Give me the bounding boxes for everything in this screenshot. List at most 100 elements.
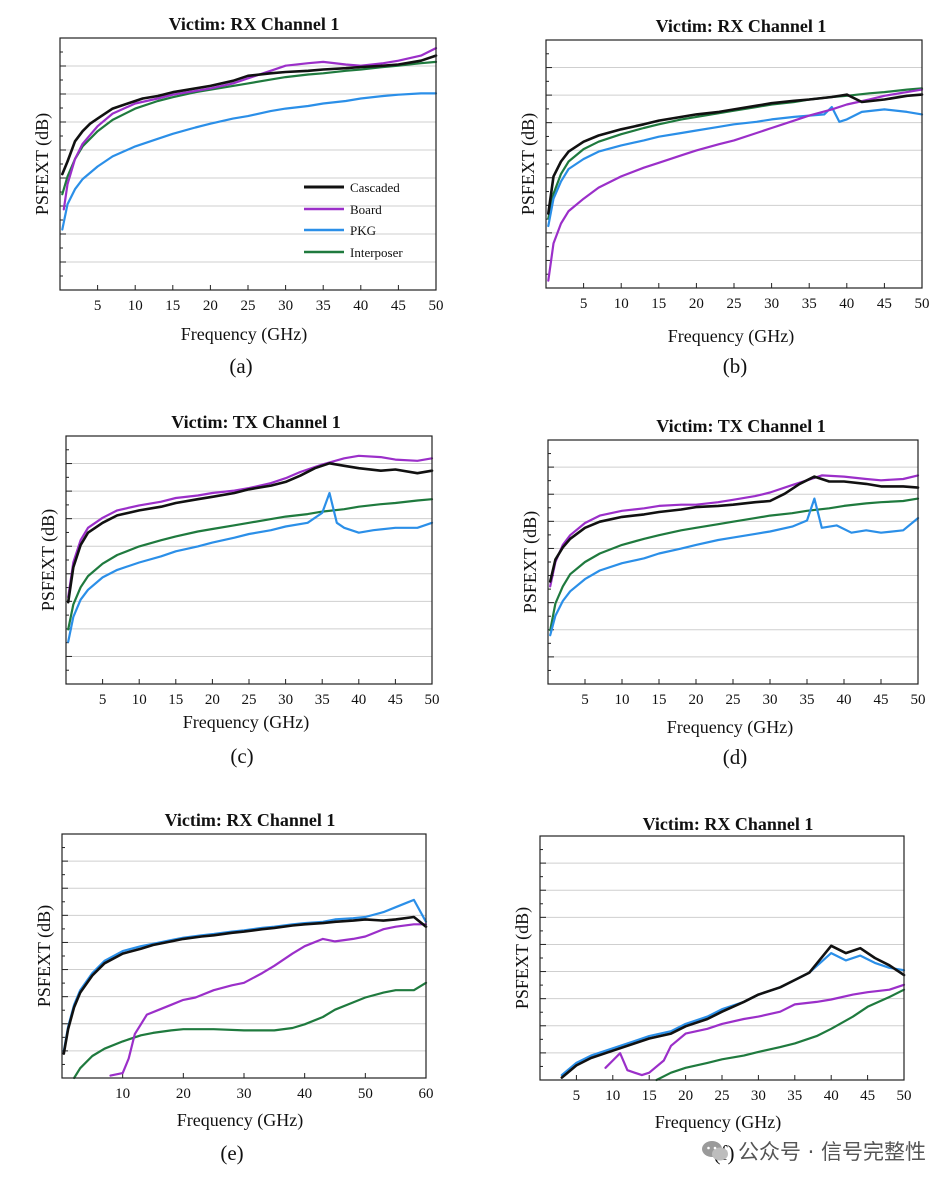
x-tick-label: 35 bbox=[315, 692, 330, 708]
x-tick-label: 45 bbox=[877, 296, 892, 312]
x-tick-label: 20 bbox=[176, 1086, 191, 1102]
plot-area bbox=[62, 834, 426, 1078]
x-tick-label: 45 bbox=[388, 692, 403, 708]
series-line-pkg bbox=[547, 105, 924, 228]
x-tick-label: 5 bbox=[573, 1088, 581, 1104]
x-tick-label: 50 bbox=[358, 1086, 373, 1102]
x-tick-label: 30 bbox=[763, 692, 778, 708]
panel-f: Victim: RX Channel 1 5 10 15 20 25 30 35 40 45 50… bbox=[512, 814, 912, 1165]
series-line-pkg bbox=[61, 92, 438, 231]
x-tick-label: 35 bbox=[800, 692, 815, 708]
series-line-board bbox=[604, 983, 906, 1077]
x-tick-label: 30 bbox=[278, 298, 293, 314]
x-tick-label: 45 bbox=[391, 298, 406, 314]
x-tick-label: 20 bbox=[689, 296, 704, 312]
x-tick-label: 35 bbox=[787, 1088, 802, 1104]
series-line-cascaded bbox=[60, 54, 438, 176]
series-line-interposer bbox=[67, 498, 434, 631]
x-tick-label: 10 bbox=[128, 298, 143, 314]
x-tick-label: 20 bbox=[689, 692, 704, 708]
y-axis-label: PSFEXT (dB) bbox=[518, 113, 539, 215]
x-tick-label: 20 bbox=[203, 298, 218, 314]
x-tick-label: 40 bbox=[824, 1088, 839, 1104]
legend-label-cascaded: Cascaded bbox=[350, 180, 400, 195]
series-line-interposer bbox=[549, 497, 920, 632]
x-axis-label: Frequency (GHz) bbox=[668, 326, 794, 347]
subfigure-label: (a) bbox=[229, 354, 252, 378]
plot-area bbox=[548, 440, 918, 684]
x-tick-label: 15 bbox=[165, 298, 180, 314]
plot-frame bbox=[59, 37, 437, 291]
legend-label-pkg: PKG bbox=[350, 223, 376, 238]
x-tick-label: 30 bbox=[278, 692, 293, 708]
legend-label-board: Board bbox=[350, 202, 382, 217]
series-line-pkg bbox=[549, 497, 920, 637]
panel-title: Victim: RX Channel 1 bbox=[643, 814, 814, 834]
x-tick-label: 25 bbox=[241, 298, 256, 314]
x-axis-label: Frequency (GHz) bbox=[183, 712, 309, 733]
x-tick-label: 15 bbox=[168, 692, 183, 708]
series-line-cascaded bbox=[546, 93, 924, 215]
plot-area bbox=[546, 40, 922, 288]
series-line-board bbox=[547, 88, 924, 282]
series-line-interposer bbox=[72, 981, 428, 1080]
x-tick-label: 50 bbox=[911, 692, 926, 708]
series-line-interposer bbox=[61, 60, 438, 196]
panel-title: Victim: TX Channel 1 bbox=[656, 416, 826, 436]
panel-c: Victim: TX Channel 1 5 10 15 20 25 30 35 40 45 50… bbox=[38, 412, 440, 768]
x-tick-label: 10 bbox=[615, 692, 630, 708]
panel-title: Victim: RX Channel 1 bbox=[656, 16, 827, 36]
x-tick-label: 5 bbox=[94, 298, 102, 314]
x-tick-label: 20 bbox=[678, 1088, 693, 1104]
legend: Cascaded Board PKG Interposer bbox=[304, 180, 403, 260]
series-line-cascaded bbox=[548, 475, 920, 583]
y-axis-label: PSFEXT (dB) bbox=[34, 905, 55, 1007]
plot-frame bbox=[545, 39, 923, 289]
y-axis-label: PSFEXT (dB) bbox=[520, 511, 541, 613]
wechat-icon bbox=[701, 1141, 728, 1161]
x-tick-label: 35 bbox=[316, 298, 331, 314]
subfigure-label: (e) bbox=[220, 1141, 243, 1165]
panel-e: Victim: RX Channel 1 10 20 30 40 50 60 Freque… bbox=[34, 810, 434, 1165]
x-tick-label: 10 bbox=[605, 1088, 620, 1104]
series-line-board bbox=[549, 474, 920, 588]
x-tick-label: 5 bbox=[581, 692, 589, 708]
series-line-interposer bbox=[655, 988, 906, 1082]
x-tick-label: 40 bbox=[297, 1086, 312, 1102]
plot-area bbox=[60, 38, 436, 290]
series-line-cascaded bbox=[66, 461, 434, 604]
panel-title: Victim: RX Channel 1 bbox=[165, 810, 336, 830]
x-tick-label: 50 bbox=[429, 298, 444, 314]
x-tick-label: 25 bbox=[727, 296, 742, 312]
x-tick-label: 25 bbox=[242, 692, 257, 708]
x-tick-label: 45 bbox=[874, 692, 889, 708]
series-line-cascaded bbox=[560, 944, 906, 1079]
x-tick-label: 40 bbox=[353, 298, 368, 314]
panel-b: Victim: RX Channel 1 5 10 15 20 25 30 35 40 45 50… bbox=[518, 16, 930, 378]
x-tick-label: 50 bbox=[425, 692, 440, 708]
x-tick-label: 5 bbox=[580, 296, 588, 312]
x-tick-label: 25 bbox=[715, 1088, 730, 1104]
x-tick-label: 40 bbox=[837, 692, 852, 708]
x-tick-label: 30 bbox=[237, 1086, 252, 1102]
panel-title: Victim: RX Channel 1 bbox=[169, 14, 340, 34]
x-tick-label: 45 bbox=[860, 1088, 875, 1104]
plot-frame bbox=[65, 435, 433, 685]
x-tick-label: 40 bbox=[839, 296, 854, 312]
panel-d: Victim: TX Channel 1 5 10 15 20 25 30 35 40 45 50… bbox=[520, 416, 926, 769]
legend-label-interposer: Interposer bbox=[350, 245, 403, 260]
plot-frame bbox=[539, 835, 905, 1081]
y-axis-label: PSFEXT (dB) bbox=[512, 907, 533, 1009]
x-tick-label: 30 bbox=[764, 296, 779, 312]
x-tick-label: 50 bbox=[897, 1088, 912, 1104]
x-axis-label: Frequency (GHz) bbox=[181, 324, 307, 345]
x-axis-label: Frequency (GHz) bbox=[655, 1112, 781, 1133]
y-axis-label: PSFEXT (dB) bbox=[32, 113, 53, 215]
subfigure-label: (d) bbox=[723, 745, 748, 769]
x-tick-label: 20 bbox=[205, 692, 220, 708]
series-line-board bbox=[62, 46, 438, 211]
y-axis-label: PSFEXT (dB) bbox=[38, 509, 59, 611]
series-line-pkg bbox=[67, 491, 434, 643]
plot-frame bbox=[61, 833, 427, 1079]
